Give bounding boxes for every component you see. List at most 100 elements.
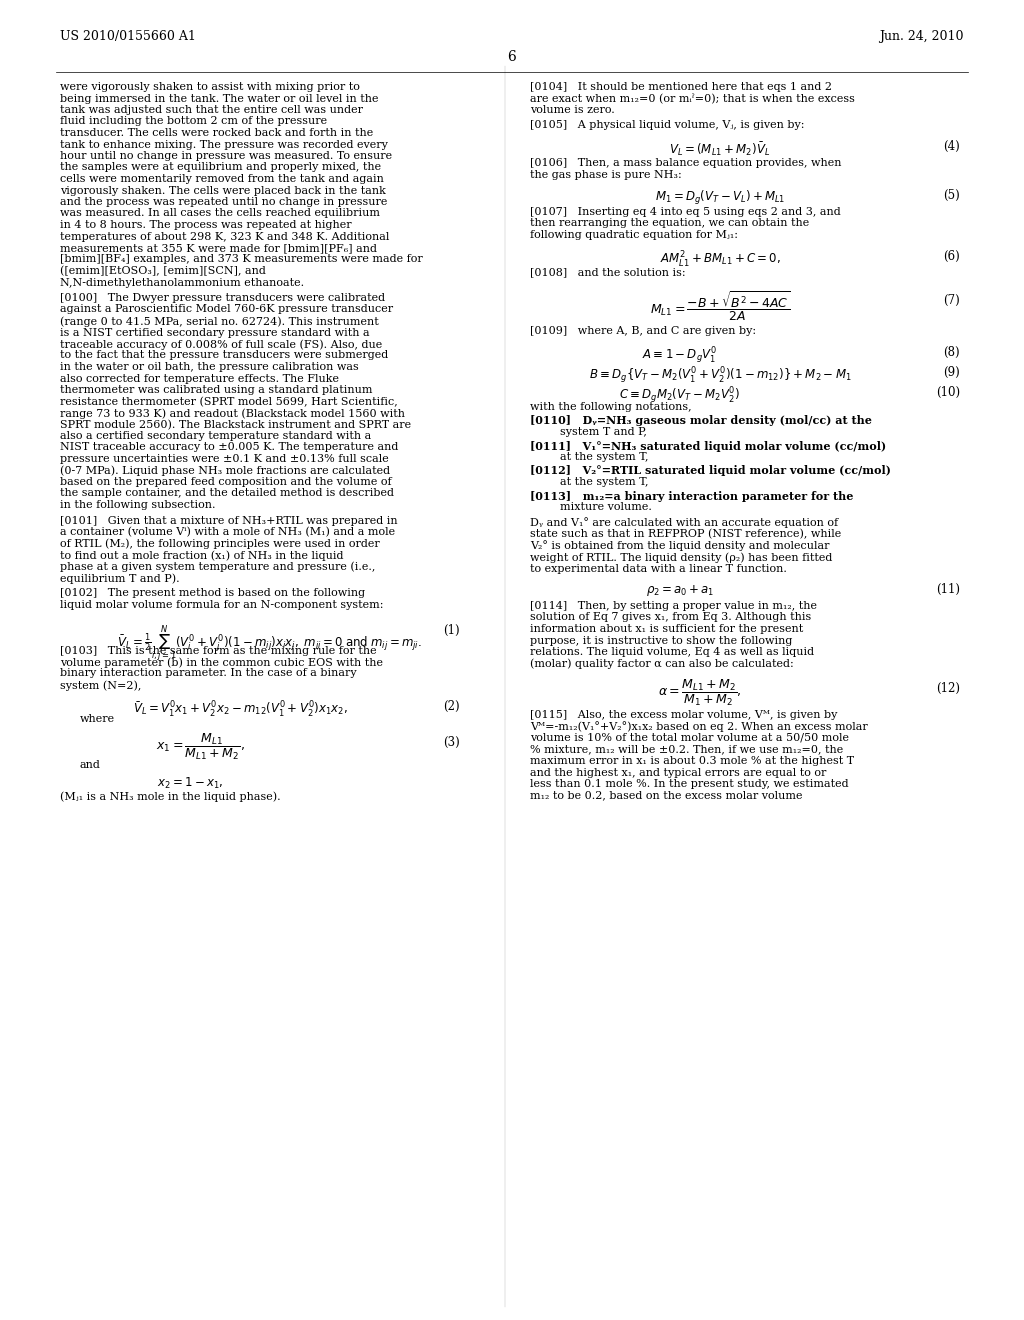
Text: state such as that in REFPROP (NIST reference), while: state such as that in REFPROP (NIST refe…	[530, 529, 842, 540]
Text: hour until no change in pressure was measured. To ensure: hour until no change in pressure was mea…	[60, 150, 392, 161]
Text: m₁₂ to be 0.2, based on the excess molar volume: m₁₂ to be 0.2, based on the excess molar…	[530, 791, 803, 800]
Text: $\bar{V}_L = \frac{1}{2}\sum_{i,j=1}^{N}(V_i^0 + V_j^0)(1-m_{ij})x_i x_j,\; m_{i: $\bar{V}_L = \frac{1}{2}\sum_{i,j=1}^{N}…	[118, 623, 423, 664]
Text: $\alpha = \dfrac{M_{L1}+M_2}{M_1+M_2},$: $\alpha = \dfrac{M_{L1}+M_2}{M_1+M_2},$	[658, 678, 741, 708]
Text: solution of Eq 7 gives x₁, from Eq 3. Although this: solution of Eq 7 gives x₁, from Eq 3. Al…	[530, 612, 811, 623]
Text: $AM_{L1}^2+BM_{L1}+C=0,$: $AM_{L1}^2+BM_{L1}+C=0,$	[659, 249, 780, 269]
Text: a container (volume Vⁱ) with a mole of NH₃ (M₁) and a mole: a container (volume Vⁱ) with a mole of N…	[60, 527, 395, 537]
Text: fluid including the bottom 2 cm of the pressure: fluid including the bottom 2 cm of the p…	[60, 116, 327, 127]
Text: SPRT module 2560). The Blackstack instrument and SPRT are: SPRT module 2560). The Blackstack instru…	[60, 420, 411, 430]
Text: are exact when m₁₂=0 (or mᵢˀ=0); that is when the excess: are exact when m₁₂=0 (or mᵢˀ=0); that is…	[530, 94, 855, 104]
Text: phase at a given system temperature and pressure (i.e.,: phase at a given system temperature and …	[60, 561, 376, 572]
Text: $M_1=D_g(V_T-V_L)+M_{L1}$: $M_1=D_g(V_T-V_L)+M_{L1}$	[654, 189, 785, 207]
Text: following quadratic equation for Mⱼ₁:: following quadratic equation for Mⱼ₁:	[530, 230, 738, 240]
Text: to experimental data with a linear T function.: to experimental data with a linear T fun…	[530, 564, 786, 573]
Text: tank to enhance mixing. The pressure was recorded every: tank to enhance mixing. The pressure was…	[60, 140, 388, 149]
Text: then rearranging the equation, we can obtain the: then rearranging the equation, we can ob…	[530, 219, 809, 228]
Text: [0107]   Inserting eq 4 into eq 5 using eqs 2 and 3, and: [0107] Inserting eq 4 into eq 5 using eq…	[530, 207, 841, 216]
Text: Dᵧ and V₁° are calculated with an accurate equation of: Dᵧ and V₁° are calculated with an accura…	[530, 517, 838, 528]
Text: [0101]   Given that a mixture of NH₃+RTIL was prepared in: [0101] Given that a mixture of NH₃+RTIL …	[60, 516, 397, 525]
Text: [0105]   A physical liquid volume, Vⱼ, is given by:: [0105] A physical liquid volume, Vⱼ, is …	[530, 120, 805, 131]
Text: is a NIST certified secondary pressure standard with a: is a NIST certified secondary pressure s…	[60, 327, 370, 338]
Text: information about x₁ is sufficient for the present: information about x₁ is sufficient for t…	[530, 624, 803, 634]
Text: system T and P,: system T and P,	[560, 426, 647, 437]
Text: liquid molar volume formula for an N-component system:: liquid molar volume formula for an N-com…	[60, 601, 384, 610]
Text: (5): (5)	[943, 189, 961, 202]
Text: [0102]   The present method is based on the following: [0102] The present method is based on th…	[60, 589, 366, 598]
Text: $x_2 = 1 - x_1,$: $x_2 = 1 - x_1,$	[157, 776, 223, 791]
Text: were vigorously shaken to assist with mixing prior to: were vigorously shaken to assist with mi…	[60, 82, 359, 92]
Text: with the following notations,: with the following notations,	[530, 401, 691, 412]
Text: maximum error in x₁ is about 0.3 mole % at the highest T: maximum error in x₁ is about 0.3 mole % …	[530, 756, 854, 766]
Text: cells were momentarily removed from the tank and again: cells were momentarily removed from the …	[60, 174, 384, 183]
Text: the sample container, and the detailed method is described: the sample container, and the detailed m…	[60, 488, 394, 499]
Text: also corrected for temperature effects. The Fluke: also corrected for temperature effects. …	[60, 374, 339, 384]
Text: volume parameter (b) in the common cubic EOS with the: volume parameter (b) in the common cubic…	[60, 657, 383, 668]
Text: [0112]   V₂°=RTIL saturated liquid molar volume (cc/mol): [0112] V₂°=RTIL saturated liquid molar v…	[530, 466, 891, 477]
Text: and the highest x₁, and typical errors are equal to or: and the highest x₁, and typical errors a…	[530, 767, 826, 777]
Text: $x_1 = \dfrac{M_{L1}}{M_{L1}+M_2},$: $x_1 = \dfrac{M_{L1}}{M_{L1}+M_2},$	[156, 731, 245, 762]
Text: [0114]   Then, by setting a proper value in m₁₂, the: [0114] Then, by setting a proper value i…	[530, 601, 817, 611]
Text: to the fact that the pressure transducers were submerged: to the fact that the pressure transducer…	[60, 351, 388, 360]
Text: volume is 10% of the total molar volume at a 50/50 mole: volume is 10% of the total molar volume …	[530, 733, 849, 743]
Text: [0106]   Then, a mass balance equation provides, when: [0106] Then, a mass balance equation pro…	[530, 158, 842, 168]
Text: $\rho_2=a_0+a_1$: $\rho_2=a_0+a_1$	[646, 583, 714, 598]
Text: tank was adjusted such that the entire cell was under: tank was adjusted such that the entire c…	[60, 106, 362, 115]
Text: N,N-dimethylethanolammonium ethanoate.: N,N-dimethylethanolammonium ethanoate.	[60, 277, 304, 288]
Text: % mixture, m₁₂ will be ±0.2. Then, if we use m₁₂=0, the: % mixture, m₁₂ will be ±0.2. Then, if we…	[530, 744, 843, 755]
Text: being immersed in the tank. The water or oil level in the: being immersed in the tank. The water or…	[60, 94, 379, 103]
Text: [0115]   Also, the excess molar volume, Vᴹ, is given by: [0115] Also, the excess molar volume, Vᴹ…	[530, 710, 838, 719]
Text: [0113]   m₁₂=a binary interaction parameter for the: [0113] m₁₂=a binary interaction paramete…	[530, 491, 853, 502]
Text: mixture volume.: mixture volume.	[560, 502, 652, 512]
Text: at the system T,: at the system T,	[560, 477, 648, 487]
Text: the gas phase is pure NH₃:: the gas phase is pure NH₃:	[530, 169, 682, 180]
Text: range 73 to 933 K) and readout (Blackstack model 1560 with: range 73 to 933 K) and readout (Blacksta…	[60, 408, 406, 418]
Text: (10): (10)	[936, 385, 961, 399]
Text: volume is zero.: volume is zero.	[530, 106, 614, 115]
Text: 6: 6	[508, 50, 516, 63]
Text: system (N=2),: system (N=2),	[60, 680, 141, 690]
Text: (8): (8)	[943, 346, 961, 359]
Text: of RTIL (M₂), the following principles were used in order: of RTIL (M₂), the following principles w…	[60, 539, 380, 549]
Text: traceable accuracy of 0.008% of full scale (FS). Also, due: traceable accuracy of 0.008% of full sca…	[60, 339, 382, 350]
Text: US 2010/0155660 A1: US 2010/0155660 A1	[60, 30, 196, 44]
Text: the samples were at equilibrium and properly mixed, the: the samples were at equilibrium and prop…	[60, 162, 381, 173]
Text: (9): (9)	[943, 366, 961, 379]
Text: [bmim][BF₄] examples, and 373 K measurements were made for: [bmim][BF₄] examples, and 373 K measurem…	[60, 255, 423, 264]
Text: Jun. 24, 2010: Jun. 24, 2010	[880, 30, 964, 44]
Text: equilibrium T and P).: equilibrium T and P).	[60, 573, 179, 583]
Text: [0103]   This is the same form as the mixing rule for the: [0103] This is the same form as the mixi…	[60, 645, 377, 656]
Text: based on the prepared feed composition and the volume of: based on the prepared feed composition a…	[60, 477, 391, 487]
Text: transducer. The cells were rocked back and forth in the: transducer. The cells were rocked back a…	[60, 128, 374, 139]
Text: V₂° is obtained from the liquid density and molecular: V₂° is obtained from the liquid density …	[530, 540, 829, 552]
Text: to find out a mole fraction (x₁) of NH₃ in the liquid: to find out a mole fraction (x₁) of NH₃ …	[60, 550, 343, 561]
Text: (1): (1)	[443, 623, 460, 636]
Text: (12): (12)	[936, 682, 961, 696]
Text: in the following subsection.: in the following subsection.	[60, 500, 215, 510]
Text: NIST traceable accuracy to ±0.005 K. The temperature and: NIST traceable accuracy to ±0.005 K. The…	[60, 442, 398, 453]
Text: (6): (6)	[943, 249, 961, 263]
Text: $M_{L1}=\dfrac{-B+\sqrt{B^2-4AC}}{2A}$: $M_{L1}=\dfrac{-B+\sqrt{B^2-4AC}}{2A}$	[650, 289, 791, 323]
Text: (11): (11)	[936, 583, 961, 597]
Text: purpose, it is instructive to show the following: purpose, it is instructive to show the f…	[530, 635, 793, 645]
Text: relations. The liquid volume, Eq 4 as well as liquid: relations. The liquid volume, Eq 4 as we…	[530, 647, 814, 657]
Text: was measured. In all cases the cells reached equilibrium: was measured. In all cases the cells rea…	[60, 209, 380, 219]
Text: $V_L=(M_{L1}+M_2)\bar{V}_L$: $V_L=(M_{L1}+M_2)\bar{V}_L$	[670, 140, 771, 157]
Text: thermometer was calibrated using a standard platinum: thermometer was calibrated using a stand…	[60, 385, 373, 395]
Text: in 4 to 8 hours. The process was repeated at higher: in 4 to 8 hours. The process was repeate…	[60, 220, 351, 230]
Text: vigorously shaken. The cells were placed back in the tank: vigorously shaken. The cells were placed…	[60, 186, 386, 195]
Text: Vᴹ=-m₁₂(V₁°+V₂°)x₁x₂ based on eq 2. When an excess molar: Vᴹ=-m₁₂(V₁°+V₂°)x₁x₂ based on eq 2. When…	[530, 722, 867, 733]
Text: measurements at 355 K were made for [bmim][PF₆] and: measurements at 355 K were made for [bmi…	[60, 243, 377, 253]
Text: (3): (3)	[443, 735, 460, 748]
Text: also a certified secondary temperature standard with a: also a certified secondary temperature s…	[60, 432, 372, 441]
Text: resistance thermometer (SPRT model 5699, Hart Scientific,: resistance thermometer (SPRT model 5699,…	[60, 396, 397, 407]
Text: [0109]   where A, B, and C are given by:: [0109] where A, B, and C are given by:	[530, 326, 756, 335]
Text: where: where	[80, 714, 115, 723]
Text: $B\equiv D_g\{V_T-M_2(V_1^0+V_2^0)(1-m_{12})\}+M_2-M_1$: $B\equiv D_g\{V_T-M_2(V_1^0+V_2^0)(1-m_{…	[589, 366, 851, 385]
Text: weight of RTIL. The liquid density (ρ₂) has been fitted: weight of RTIL. The liquid density (ρ₂) …	[530, 552, 833, 562]
Text: and the process was repeated until no change in pressure: and the process was repeated until no ch…	[60, 197, 387, 207]
Text: temperatures of about 298 K, 323 K and 348 K. Additional: temperatures of about 298 K, 323 K and 3…	[60, 231, 389, 242]
Text: [0110]   Dᵧ=NH₃ gaseous molar density (mol/cc) at the: [0110] Dᵧ=NH₃ gaseous molar density (mol…	[530, 416, 871, 426]
Text: binary interaction parameter. In the case of a binary: binary interaction parameter. In the cas…	[60, 668, 356, 678]
Text: $A\equiv 1-D_g V_1^0$: $A\equiv 1-D_g V_1^0$	[642, 346, 718, 366]
Text: [0108]   and the solution is:: [0108] and the solution is:	[530, 268, 686, 277]
